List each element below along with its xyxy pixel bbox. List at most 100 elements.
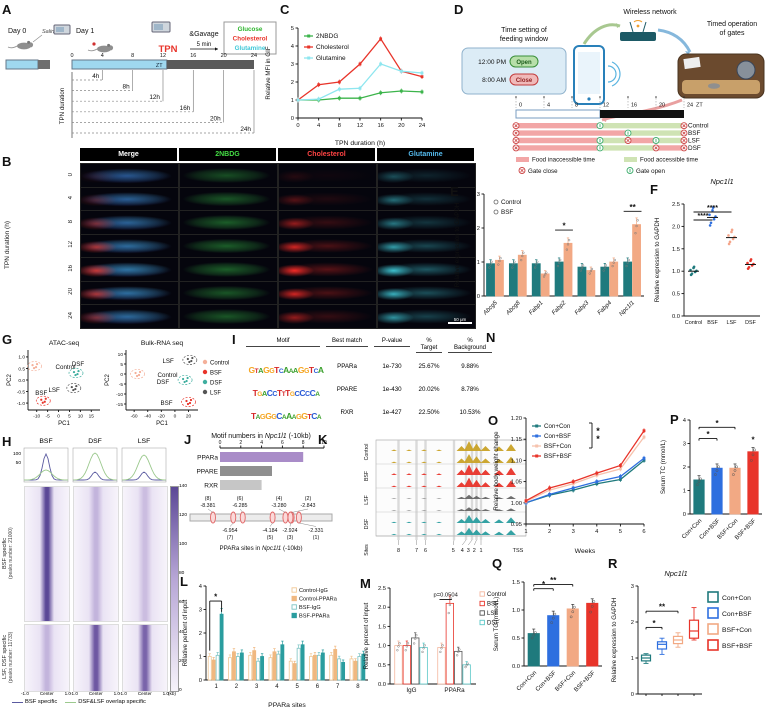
svg-text:1.05: 1.05 xyxy=(511,480,522,486)
svg-text:-20: -20 xyxy=(158,414,165,420)
gene-expression-bar-chart: 0 1 2 3 Relative expression to GAPDH Abcg5 Abc… xyxy=(454,192,644,318)
panel-H-atac-heatmap: H BSF DSF LSF 100 50 BSF specific (peaks numbe… xyxy=(2,434,188,710)
row-label-4: 4 xyxy=(68,196,74,200)
heatmap-block xyxy=(122,624,168,692)
row-label-0: 0 xyxy=(68,172,74,176)
svg-text:0.0: 0.0 xyxy=(378,682,386,688)
svg-text:*: * xyxy=(715,419,719,428)
svg-text:16h: 16h xyxy=(180,105,191,112)
colorbar-tick: 100 xyxy=(179,542,188,548)
svg-text:2: 2 xyxy=(199,631,202,637)
column-header-Glutamine: Glutamine xyxy=(377,148,474,161)
panel-B-label: B xyxy=(2,154,12,169)
svg-text:Con+Con: Con+Con xyxy=(544,423,571,430)
svg-text:1: 1 xyxy=(199,655,202,661)
motif-logo: TGACCTTTGCCCCA xyxy=(252,388,320,398)
svg-text:8:00 AM: 8:00 AM xyxy=(482,77,506,84)
svg-text:Relative body weight change: Relative body weight change xyxy=(493,431,500,511)
svg-text:2.5: 2.5 xyxy=(672,202,680,208)
svg-text:DSF: DSF xyxy=(487,621,499,627)
svg-text:Control: Control xyxy=(158,372,178,379)
svg-text:PC1: PC1 xyxy=(58,421,70,427)
svg-text:LSF: LSF xyxy=(364,495,370,505)
svg-text:DSF: DSF xyxy=(157,379,170,386)
heatmap-x-ticks: -1.0 Center 1.0 xyxy=(70,691,120,696)
svg-text:IgG: IgG xyxy=(406,687,416,694)
image-cell xyxy=(179,186,278,211)
svg-text:12h: 12h xyxy=(149,94,160,101)
svg-text:BSF+BSF: BSF+BSF xyxy=(573,670,596,693)
svg-text:(3): (3) xyxy=(287,535,294,541)
panel-A-tpn-schematic: A Day 0 Saline Day 1 TPN &Gavage 5 min Glucose… xyxy=(2,2,278,145)
svg-text:4: 4 xyxy=(275,684,279,690)
svg-text:1.0: 1.0 xyxy=(672,269,680,275)
table-cell: 22.50% xyxy=(418,409,440,416)
svg-text:Wireless network: Wireless network xyxy=(623,9,677,16)
svg-text:Day 1: Day 1 xyxy=(76,28,94,35)
svg-text:4: 4 xyxy=(461,548,464,554)
svg-text:20h: 20h xyxy=(210,115,221,122)
svg-text:-8.381: -8.381 xyxy=(200,503,215,509)
svg-text:BSF-PPARa: BSF-PPARa xyxy=(299,614,331,620)
svg-text:5 min: 5 min xyxy=(197,42,212,48)
svg-text:24: 24 xyxy=(251,53,257,59)
svg-text:16: 16 xyxy=(377,123,383,129)
svg-text:2: 2 xyxy=(548,529,551,535)
svg-text:BSF: BSF xyxy=(688,130,701,137)
panel-Q-serum-tg-bars: Q 0.0 0.5 1.0 1.5 Serum TG (mmol/L) Con+Con Co… xyxy=(488,556,608,710)
svg-text:LSF: LSF xyxy=(48,387,60,394)
peak-heatmap: BSF DSF LSF 100 50 BSF specific (peaks number:… xyxy=(2,434,188,710)
svg-text:-5: -5 xyxy=(46,414,51,420)
svg-text:(4): (4) xyxy=(276,496,283,502)
svg-text:Fabp1: Fabp1 xyxy=(528,300,544,316)
profile-plot-LSF xyxy=(121,447,167,483)
svg-text:Close: Close xyxy=(516,78,533,84)
svg-text:4: 4 xyxy=(595,529,599,535)
panel-O-label: O xyxy=(488,413,499,428)
svg-text:1.0: 1.0 xyxy=(378,644,386,650)
diet-timeline-table xyxy=(486,330,768,394)
heatmap-col-title-DSF: DSF xyxy=(88,438,102,445)
svg-text:DSF: DSF xyxy=(72,361,85,368)
feeding-window-diagram: Wireless network Time setting of feeding w… xyxy=(461,9,765,175)
svg-text:2.5: 2.5 xyxy=(378,586,386,592)
panel-C-mfi-line-chart: C 0 1 2 3 4 5 Relative MFI in GIF 0 4 8 12 16 20 24 TP… xyxy=(258,2,432,148)
heatmap-x-ticks: -1.0 Center 1.0 xyxy=(21,691,71,696)
svg-text:1.20: 1.20 xyxy=(511,416,522,422)
tpn-duration-axis-label: TPN duration (h) xyxy=(4,220,11,270)
svg-text:4: 4 xyxy=(547,103,550,109)
svg-text:Gate open: Gate open xyxy=(636,168,665,175)
panel-M-label: M xyxy=(360,576,371,591)
svg-text:RXR: RXR xyxy=(204,483,218,490)
column-header-Cholesterol: Cholesterol xyxy=(278,148,375,161)
svg-text:2: 2 xyxy=(291,80,294,86)
svg-text:0: 0 xyxy=(519,103,522,109)
table-header: Best match xyxy=(326,338,368,347)
svg-text:Motif numbers in Npc1l1 (-10kb: Motif numbers in Npc1l1 (-10kb) xyxy=(211,433,311,440)
svg-text:24: 24 xyxy=(687,103,693,109)
svg-text:Control: Control xyxy=(688,123,709,130)
svg-text:2: 2 xyxy=(477,226,480,232)
svg-text:8: 8 xyxy=(397,548,400,554)
motif-number-chart: Motif numbers in Npc1l1 (-10kb)0 2 4 6 8 10 PP… xyxy=(189,433,333,552)
row-label-20: 20 xyxy=(68,288,74,296)
image-cell xyxy=(278,257,377,282)
svg-text:LSF: LSF xyxy=(210,391,221,397)
image-cell xyxy=(377,304,476,329)
svg-text:*: * xyxy=(562,222,566,231)
image-cell xyxy=(80,210,179,235)
series-BSF+Con xyxy=(524,434,646,504)
motif-logo: TAGGGCAAAGGTCA xyxy=(250,411,322,421)
svg-text:BSF+BSF: BSF+BSF xyxy=(722,643,752,650)
svg-text:Serum TC (mmol/L): Serum TC (mmol/L) xyxy=(660,440,667,494)
panel-O-bodyweight-lines: O 0.95 1.00 1.05 1.10 1.15 1.20 Relative body … xyxy=(488,390,656,556)
mouse-icon xyxy=(87,43,114,53)
svg-text:12:00 PM: 12:00 PM xyxy=(478,59,506,66)
svg-text:1.00: 1.00 xyxy=(511,501,522,507)
svg-text:1: 1 xyxy=(479,548,482,554)
svg-text:PPARa: PPARa xyxy=(197,455,218,462)
heatmap-block-label: LSF, DSF specific (peaks number: 11733) xyxy=(2,631,14,683)
panel-I-motif-table: I Motif Best match P-value % Target % Backgr… xyxy=(232,332,492,428)
colorbar-tick: 120 xyxy=(179,513,188,519)
